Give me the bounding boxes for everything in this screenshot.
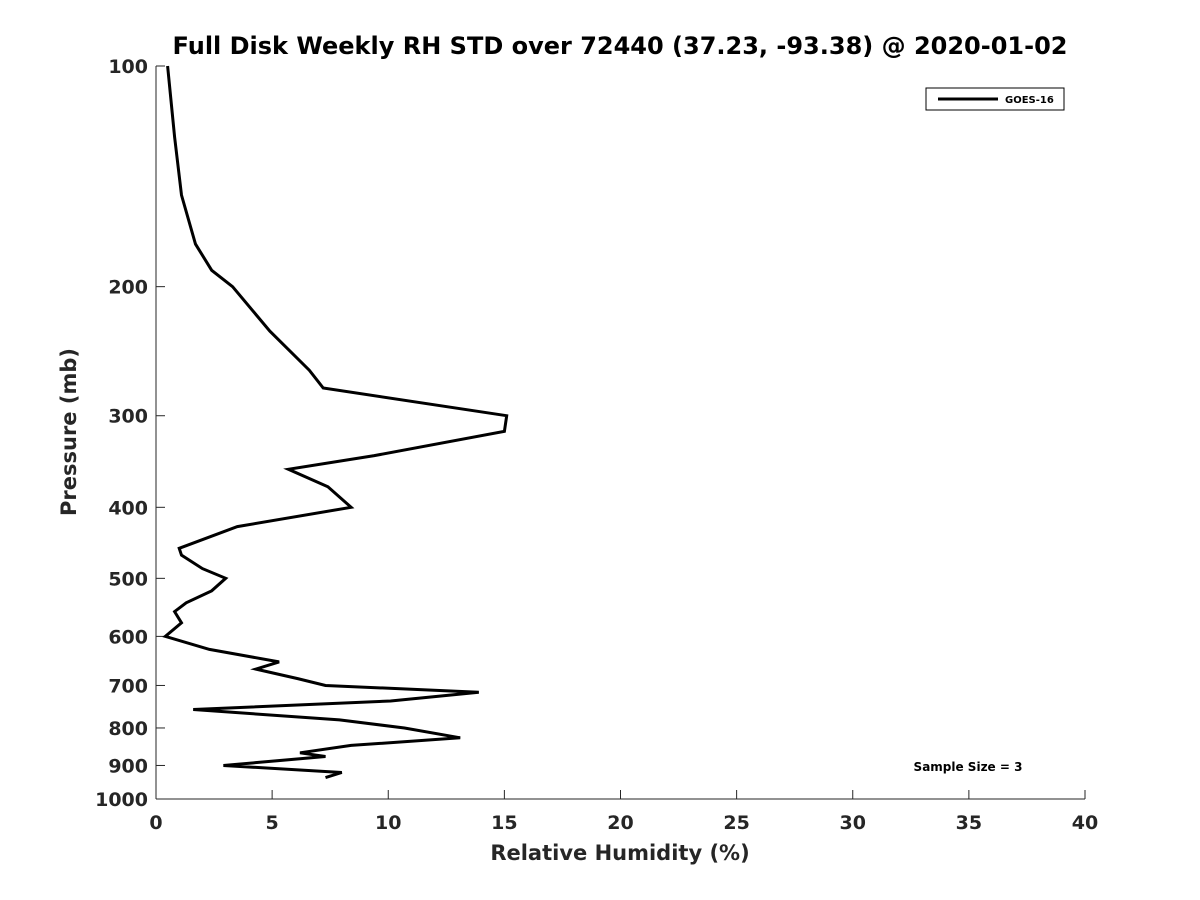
x-tick-label: 20 — [607, 812, 633, 834]
x-tick-label: 15 — [491, 812, 517, 834]
y-tick-label: 300 — [108, 406, 148, 428]
y-tick-label: 800 — [108, 718, 148, 740]
plot-area — [155, 66, 1085, 800]
y-axis-label: Pressure (mb) — [57, 348, 81, 516]
chart-title: Full Disk Weekly RH STD over 72440 (37.2… — [173, 32, 1068, 60]
x-tick-label: 40 — [1072, 812, 1098, 834]
x-tick-label: 0 — [149, 812, 162, 834]
y-tick-label: 600 — [108, 626, 148, 648]
y-tick-label: 400 — [108, 497, 148, 519]
x-tick-label: 35 — [956, 812, 982, 834]
y-tick-label: 100 — [108, 56, 148, 78]
y-ticks: 100 200 300 400 500 600 700 800 900 1000 — [95, 56, 165, 811]
x-tick-label: 30 — [840, 812, 866, 834]
x-tick-label: 10 — [375, 812, 401, 834]
series-layer — [162, 65, 509, 780]
x-tick-label: 5 — [266, 812, 279, 834]
y-tick-label: 1000 — [95, 789, 148, 811]
y-tick-label: 500 — [108, 568, 148, 590]
sample-size-note: Sample Size = 3 — [914, 760, 1023, 774]
y-tick-label: 200 — [108, 277, 148, 299]
x-ticks: 0 5 10 15 20 25 30 35 40 — [149, 790, 1098, 834]
x-axis-label: Relative Humidity (%) — [490, 841, 749, 865]
y-tick-label: 900 — [108, 755, 148, 777]
y-tick-label: 700 — [108, 675, 148, 697]
legend: GOES-16 — [925, 87, 1065, 111]
legend-label: GOES-16 — [1005, 95, 1054, 106]
x-tick-label: 25 — [723, 812, 749, 834]
series-line-goes-16 — [162, 65, 509, 780]
